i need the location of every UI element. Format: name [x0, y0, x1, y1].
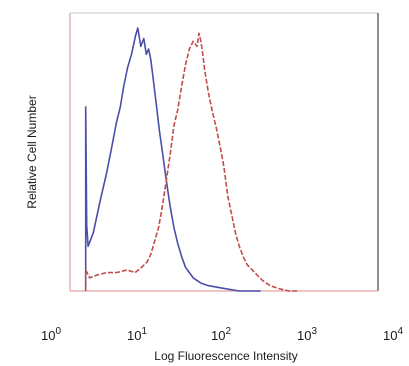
x-tick-base: 10 — [41, 328, 55, 343]
x-tick-label-100: 102 — [211, 326, 231, 343]
x-tick-label-1000: 103 — [297, 326, 317, 343]
x-tick-label-10: 101 — [127, 326, 147, 343]
histogram-series-2 — [84, 32, 298, 292]
x-tick-base: 10 — [211, 328, 225, 343]
x-tick-base: 10 — [127, 328, 141, 343]
x-tick-exponent: 0 — [55, 326, 61, 337]
histogram-series-1 — [84, 27, 261, 292]
x-tick-labels: 100 101 102 103 104 — [41, 326, 403, 343]
x-tick-exponent: 2 — [225, 326, 231, 337]
x-tick-exponent: 3 — [311, 326, 317, 337]
x-tick-exponent: 4 — [397, 326, 403, 337]
x-axis-title: Log Fluorescence Intensity — [154, 349, 297, 363]
x-tick-base: 10 — [297, 328, 311, 343]
y-axis-title: Relative Cell Number — [25, 95, 39, 208]
x-tick-exponent: 1 — [141, 326, 147, 337]
series-layer — [84, 27, 298, 292]
x-tick-base: 10 — [383, 328, 397, 343]
plot-frame — [69, 12, 379, 292]
x-tick-label-1: 100 — [41, 326, 61, 343]
x-tick-label-10000: 104 — [383, 326, 403, 343]
